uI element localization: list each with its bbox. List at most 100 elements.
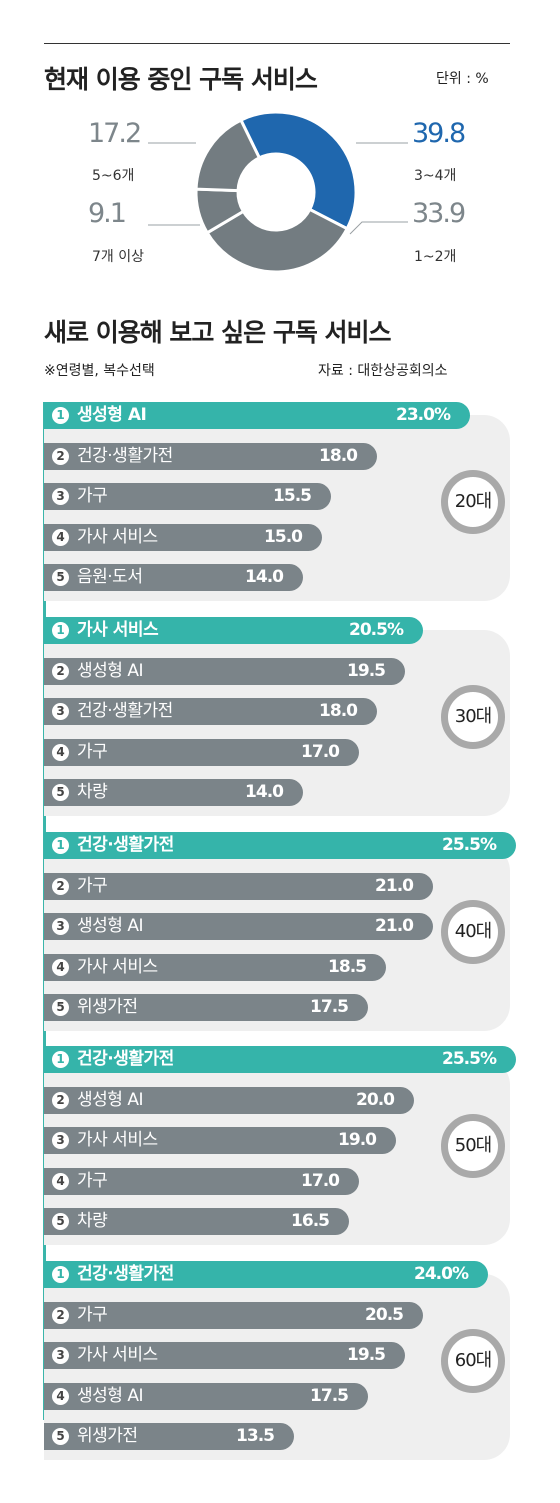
bar-value: 17.5 [310, 997, 349, 1017]
rank-badge: 3 [52, 703, 69, 720]
section2-title: 새로 이용해 보고 싶은 구독 서비스 [44, 318, 392, 347]
bar-label: 차량 [77, 1211, 108, 1231]
bar: 1 건강·생활가전 25.5% [44, 832, 516, 859]
rank-badge: 2 [52, 878, 69, 895]
rank-badge: 2 [52, 448, 69, 465]
bar: 5 음원·도서 14.0 [44, 564, 303, 591]
donut-chart [148, 110, 408, 274]
rank-badge: 4 [52, 529, 69, 546]
donut-value-1-2: 33.9 [412, 198, 466, 229]
bar: 4 가구 17.0 [44, 739, 359, 766]
bar-label: 생성형 AI [77, 1386, 143, 1406]
bar-value: 17.0 [301, 1171, 340, 1191]
rank-badge: 5 [52, 999, 69, 1016]
rank-badge: 4 [52, 744, 69, 761]
bar-label: 건강·생활가전 [77, 701, 173, 721]
bar-value: 24.0% [414, 1264, 469, 1284]
bar: 5 위생가전 13.5 [44, 1423, 294, 1450]
bar-value: 17.5 [310, 1386, 349, 1406]
bar-value: 15.5 [273, 486, 312, 506]
donut-slice [238, 110, 358, 231]
bar-value: 14.0 [245, 782, 284, 802]
rank-badge: 5 [52, 784, 69, 801]
age-ring-label: 60대 [441, 1329, 505, 1393]
bar-value: 25.5% [442, 835, 497, 855]
bar-label: 가구 [77, 742, 108, 762]
rank-badge: 5 [52, 569, 69, 586]
bar-value: 17.0 [301, 742, 340, 762]
bar-value: 21.0 [375, 876, 414, 896]
donut-value-7plus: 9.1 [88, 198, 127, 229]
bar: 1 건강·생활가전 25.5% [44, 1046, 516, 1073]
donut-value-5-6: 17.2 [88, 118, 142, 149]
bar: 1 건강·생활가전 24.0% [44, 1261, 488, 1288]
bar-label: 가사 서비스 [77, 527, 158, 547]
bar: 2 생성형 AI 19.5 [44, 658, 405, 685]
bar: 2 건강·생활가전 18.0 [44, 443, 377, 470]
bar: 3 가구 15.5 [44, 483, 331, 510]
source-text: 자료 : 대한상공회의소 [318, 363, 448, 379]
rank-badge: 4 [52, 1388, 69, 1405]
age-group-30s: 1 가사 서비스 20.5% 2 생성형 AI 19.5 3 건강·생활가전 18.0 4 가구 17… [0, 617, 560, 817]
bar: 3 건강·생활가전 18.0 [44, 698, 377, 725]
bar-value: 20.5% [349, 620, 404, 640]
section1-title: 현재 이용 중인 구독 서비스 [44, 65, 318, 94]
age-ring-label: 40대 [441, 900, 505, 964]
bar-label: 건강·생활가전 [77, 1264, 174, 1284]
age-ring-label: 20대 [441, 470, 505, 534]
rank-badge: 3 [52, 1132, 69, 1149]
rank-badge: 2 [52, 1307, 69, 1324]
bar-label: 음원·도서 [77, 567, 143, 587]
bar-value: 15.0 [264, 527, 303, 547]
bar-label: 위생가전 [77, 1426, 138, 1446]
bar-label: 가사 서비스 [77, 957, 158, 977]
age-group-20s: 1 생성형 AI 23.0% 2 건강·생활가전 18.0 3 가구 15.5 4 가사 서비스 15… [0, 402, 560, 602]
bar-label: 생성형 AI [77, 661, 143, 681]
bar: 2 생성형 AI 20.0 [44, 1087, 414, 1114]
rank-badge: 1 [52, 1266, 69, 1283]
bar-label: 가구 [77, 1171, 108, 1191]
bar-value: 20.5 [365, 1305, 404, 1325]
bar-label: 가구 [77, 876, 108, 896]
bar-label: 가사 서비스 [77, 1130, 158, 1150]
rank-badge: 5 [52, 1213, 69, 1230]
bar-label: 생성형 AI [77, 916, 143, 936]
rank-badge: 3 [52, 918, 69, 935]
age-ring-label: 50대 [441, 1114, 505, 1178]
bar: 2 가구 21.0 [44, 873, 433, 900]
donut-label-5-6: 5~6개 [92, 168, 135, 184]
bar-value: 19.5 [347, 661, 386, 681]
donut-value-3-4: 39.8 [412, 118, 466, 149]
donut-label-3-4: 3~4개 [414, 168, 457, 184]
rank-badge: 2 [52, 1092, 69, 1109]
rank-badge: 3 [52, 488, 69, 505]
bar-value: 21.0 [375, 916, 414, 936]
bar: 1 생성형 AI 23.0% [44, 402, 470, 429]
age-group-40s: 1 건강·생활가전 25.5% 2 가구 21.0 3 생성형 AI 21.0 4 가사 서비스 18… [0, 832, 560, 1032]
bar: 5 차량 16.5 [44, 1208, 349, 1235]
bar-value: 18.0 [319, 446, 358, 466]
rank-badge: 1 [52, 1051, 69, 1068]
rank-badge: 1 [52, 837, 69, 854]
donut-slice [194, 118, 262, 193]
rank-badge: 5 [52, 1428, 69, 1445]
rank-badge: 4 [52, 1173, 69, 1190]
donut-label-1-2: 1~2개 [414, 249, 457, 265]
bar: 4 가사 서비스 15.0 [44, 524, 322, 551]
donut-label-7plus: 7개 이상 [92, 249, 144, 265]
bar-value: 16.5 [291, 1211, 330, 1231]
note-text: ※연령별, 복수선택 [44, 363, 155, 379]
leader-line [349, 221, 408, 235]
age-group-50s: 1 건강·생활가전 25.5% 2 생성형 AI 20.0 3 가사 서비스 19.0 4 가구 17… [0, 1046, 560, 1246]
donut-slice [205, 207, 350, 274]
bar: 2 가구 20.5 [44, 1302, 423, 1329]
bar-label: 건강·생활가전 [77, 1049, 174, 1069]
top-rule [44, 43, 510, 44]
bar-label: 위생가전 [77, 997, 138, 1017]
bar-value: 13.5 [236, 1426, 275, 1446]
age-ring-label: 30대 [441, 685, 505, 749]
bar-value: 19.5 [347, 1345, 386, 1365]
age-group-60s: 1 건강·생활가전 24.0% 2 가구 20.5 3 가사 서비스 19.5 4 생성형 AI 17… [0, 1261, 560, 1461]
bar-value: 23.0% [396, 405, 451, 425]
